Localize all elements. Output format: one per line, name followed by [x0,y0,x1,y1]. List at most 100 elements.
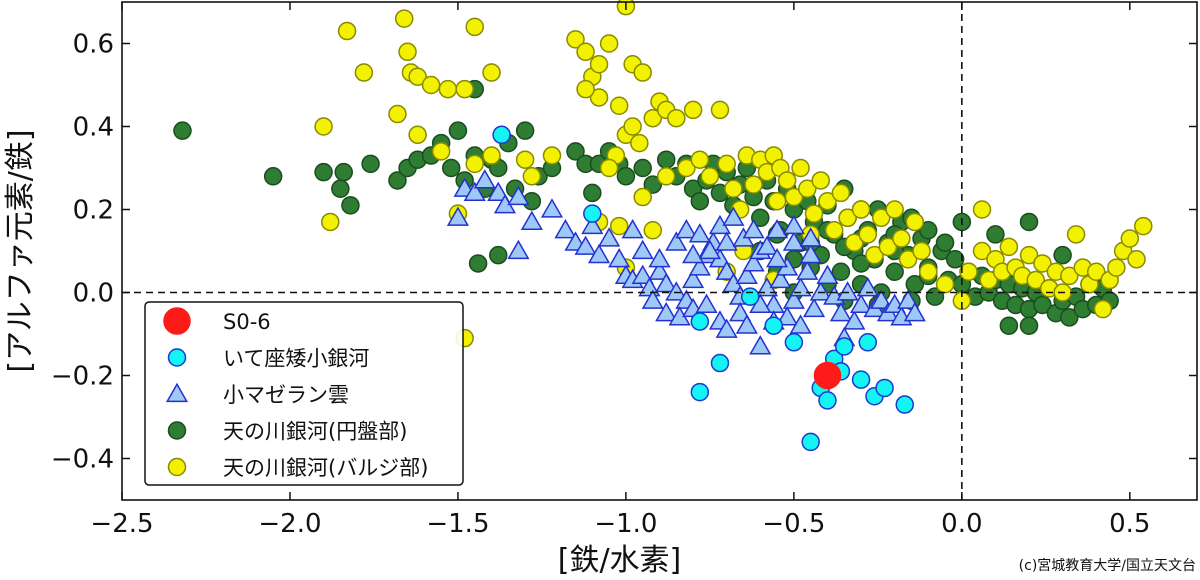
y-tick-label: 0.6 [73,30,114,60]
circle-point [945,250,965,269]
x-tick-label: 0.5 [1109,509,1150,539]
circle-point [1033,254,1052,273]
triangle-point [540,198,564,218]
series-3-group [492,125,914,452]
y-tick-label: −0.2 [51,362,114,392]
circle-point [633,187,652,207]
legend-box [144,301,464,486]
triangle-point [574,235,597,255]
triangle-point [473,169,496,189]
chart-marks [173,0,1153,452]
triangle-point [682,243,705,264]
triangle-point [463,181,486,201]
triangle-point [648,260,671,280]
x-tick-label: −1.0 [594,509,657,539]
circle-point [394,9,414,28]
circle-point [986,225,1005,244]
circle-point [630,133,649,153]
circle-point [935,274,955,294]
circle-point [798,179,817,198]
circle-point [337,21,357,41]
y-tick-label: 0.4 [73,113,114,143]
triangle-point [749,335,772,355]
triangle-point [695,293,718,314]
plot-frame [121,1,1198,501]
circle-point [1053,245,1072,265]
circle-point [858,333,878,352]
triangle-point [849,293,873,314]
circle-point [905,212,925,232]
circle-point [515,150,535,169]
circle-point [609,216,629,236]
circle-point [566,30,585,49]
circle-point [576,79,595,99]
triangle-point [631,239,654,260]
circle-point [835,337,854,356]
circle-point [361,154,380,174]
triangle-point [621,218,644,239]
circle-point [898,250,918,269]
triangle-point [799,227,822,247]
triangle-point [655,301,678,322]
circle-point [1060,266,1079,286]
triangle-point [520,210,543,231]
triangle-point [742,252,765,272]
triangle-point [816,264,839,284]
circle-point [1060,308,1079,327]
y-tick-label: 0.0 [73,279,114,309]
circle-point [972,241,992,261]
triangle-point [769,268,792,289]
circle-point [643,175,663,194]
triangle-point [665,281,688,301]
circle-point [885,200,904,219]
circle-point [321,212,340,232]
legend-label: 天の川銀河(バルジ部) [223,456,428,480]
legend-label: いて座矮小銀河 [223,347,369,371]
circle-point [465,17,484,37]
circle-point [1019,245,1039,265]
circle-point [482,63,501,82]
circle-point [838,208,857,228]
circle-point [875,378,894,398]
circle-point [599,34,619,53]
triangle-point [507,185,530,206]
circle-point [865,245,884,265]
legend-marker [167,421,187,440]
credit-text: (c)宮城教育大学/国立天文台 [1019,558,1196,574]
triangle-point [641,289,664,309]
circle-point [1033,295,1052,315]
circle-point [441,158,461,178]
triangle-point [581,214,604,235]
circle-point [700,167,720,186]
x-tick-label: 0.0 [941,509,982,539]
triangle-point [789,314,812,334]
circle-point [1066,225,1086,244]
circle-point [710,100,730,120]
triangle-point [698,239,721,260]
triangle-point [655,272,678,293]
circle-point [583,204,602,223]
circle-point [468,254,488,273]
circle-point [667,108,686,128]
circle-point [515,121,535,140]
circle-point [851,200,871,219]
circle-point [878,237,898,257]
circle-point [683,100,703,120]
axis-ticks: −2.5 −2.0 −1.5 −1.0 −0.5 0.0 0.5 −0.4 −0.2 0.0 0.2… [51,2,1197,539]
triangle-point [688,256,711,276]
triangle-point [843,310,866,330]
y-tick-label: −0.4 [51,445,114,475]
circle-point [616,167,636,186]
circle-point [744,175,763,194]
circle-point [919,221,938,240]
triangle-point [715,231,738,251]
circle-point [895,395,914,414]
circle-point [784,187,804,207]
circle-point [465,154,484,174]
circle-point [633,63,652,82]
circle-point [1127,250,1146,269]
circle-point [751,208,770,228]
y-tick-label: 0.2 [73,196,114,226]
circle-point [767,191,787,211]
circle-point [455,79,474,99]
